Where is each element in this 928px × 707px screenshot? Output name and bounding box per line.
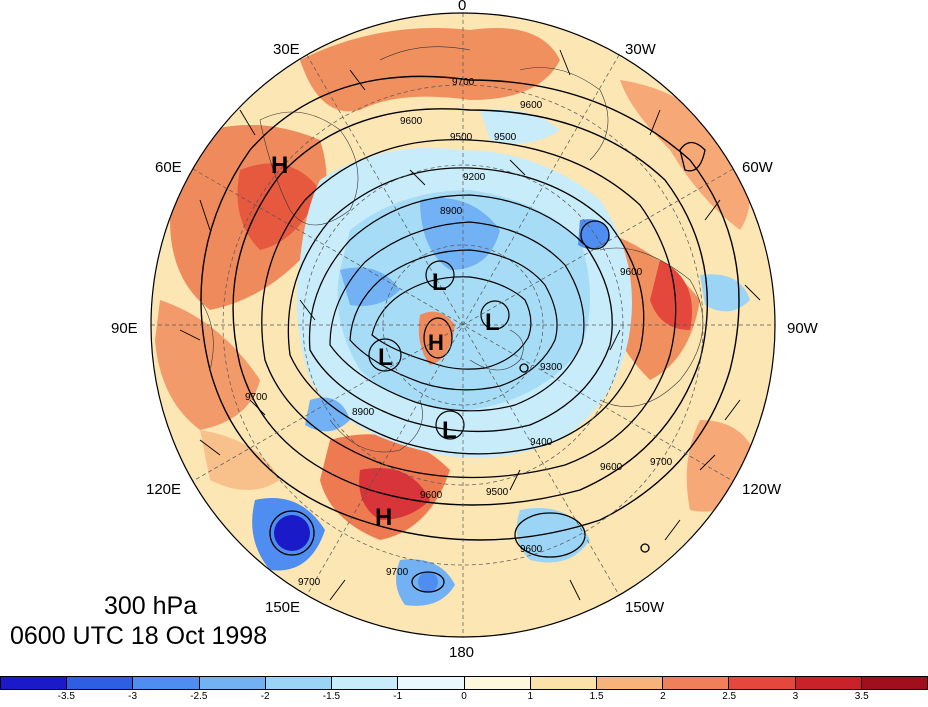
contour-label: 9500 [450,132,473,143]
colorbar-tick-label: -3.5 [57,691,75,702]
graticule [151,13,775,637]
contour-label: 9700 [452,77,475,88]
high-pressure-label: H [271,152,288,179]
colorbar-tick-label: 3.5 [854,691,869,702]
contour-label: 9500 [494,132,517,143]
colorbar-tick-label: 2.5 [722,691,737,702]
colorbar-segment [398,677,465,689]
colorbar-tick-label: 0 [461,691,467,702]
colorbar-segment [1,677,68,689]
contour-label: 9600 [520,544,543,555]
colorbar-tick-label: 2 [660,691,666,702]
longitude-label: 30W [625,41,656,58]
colorbar-segment [795,677,862,689]
contour-label: 9200 [463,172,486,183]
colorbar-segment [464,677,531,689]
colorbar-tick-label: -2 [260,691,270,702]
high-pressure-label: H [428,330,444,355]
longitude-label: 0 [458,0,467,14]
colorbar-tick-label: -2.5 [190,691,208,702]
colorbar-segment [332,677,399,689]
colorbar-tick-label: -1 [393,691,403,702]
wind-barbs [179,49,761,601]
low-pressure-label: L [485,309,500,336]
longitude-label: 30E [273,41,300,58]
contour-label: 9400 [530,437,553,448]
contour-label: 9600 [520,100,543,111]
colorbar [0,676,928,690]
longitude-label: 90E [111,320,138,337]
height-contours [200,75,740,593]
contour-label: 8900 [352,407,375,418]
contour-label: 9600 [420,490,443,501]
longitude-label: 60E [155,159,182,176]
contour-label: 9600 [600,462,623,473]
longitude-label: 120E [146,481,182,498]
colorbar-tick-label: -1.5 [322,691,341,702]
colorbar-tick-label: 1.5 [589,691,604,702]
colorbar-segment [199,677,266,689]
longitude-label: 60W [742,159,773,176]
colorbar-segment [530,677,597,689]
contour-label: 9700 [298,577,321,588]
longitude-label: 120W [742,481,782,498]
colorbar-tick-label: 1 [527,691,534,702]
colorbar-segment [663,677,730,689]
colorbar-ticks: -3.5 -3 -2.5 -2 -1.5 -1 0 1 1.5 2 2.5 3 3.5 [0,691,928,702]
contour-label: 9700 [245,392,268,403]
high-pressure-label: H [375,504,392,531]
longitude-label: 180 [449,644,475,661]
contour-label: 9300 [540,362,563,373]
longitude-label: 150E [265,599,301,616]
contour-label: 9500 [486,487,509,498]
low-pressure-label: L [378,344,393,371]
colorbar-tick-label: -3 [128,691,138,702]
colorbar-segment [265,677,333,689]
colorbar-segment [133,677,200,689]
colorbar-segment [729,677,796,689]
contour-label: 9700 [386,567,409,578]
longitude-label: 150W [625,599,665,616]
low-pressure-label: L [442,417,457,444]
longitude-label: 90W [787,320,818,337]
contour-label: 8900 [440,206,463,217]
low-pressure-label: L [432,269,447,296]
valid-time-title: 0600 UTC 18 Oct 1998 [10,622,268,650]
colorbar-tick-label: 3 [792,691,799,702]
contour-label: 9700 [650,457,673,468]
map-border [150,12,776,638]
contour-label: 9600 [620,267,643,278]
colorbar-segment [861,677,928,689]
contour-label: 9600 [400,116,423,127]
colorbar-segment [596,677,664,689]
pressure-level-title: 300 hPa [104,592,198,620]
colorbar-segment [67,677,134,689]
